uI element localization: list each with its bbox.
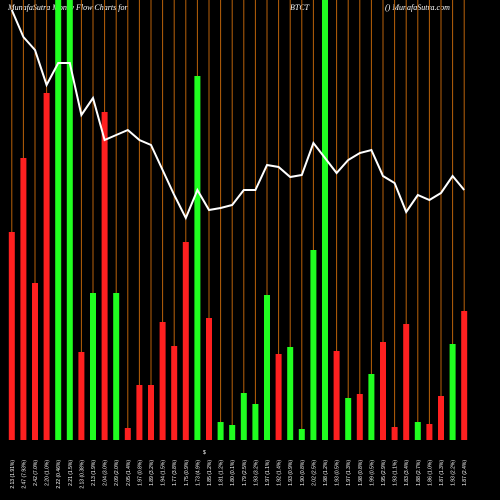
x-tick-label: 1.87 (1.3%) <box>439 460 445 486</box>
x-tick-label: 2.22 (0.46%) <box>56 460 62 489</box>
price-line <box>10 9 465 221</box>
x-tick-label: 1.90 (0.8%) <box>300 460 306 486</box>
bar <box>240 393 247 440</box>
bar <box>333 351 340 440</box>
bar <box>43 93 50 440</box>
x-tick-label: 1.93 (1.1%) <box>393 460 399 486</box>
bar <box>229 425 236 440</box>
x-tick-label: 2.04 (3.0%) <box>103 460 109 486</box>
x-tick-label: 1.89 (3.2%) <box>149 460 155 486</box>
bar <box>171 346 178 440</box>
bar <box>322 0 328 440</box>
x-tick-label: 1.92 (1.4%) <box>277 460 283 486</box>
bar <box>8 232 15 440</box>
x-tick-label: 1.81 (1.2%) <box>219 460 225 486</box>
bar <box>55 0 62 440</box>
x-tick-label: 1.85 (1.2%) <box>207 460 213 486</box>
x-tick-label: 1.94 (1.5%) <box>161 460 167 486</box>
currency: $ <box>203 450 206 456</box>
bar <box>20 158 27 440</box>
bar <box>101 112 108 440</box>
x-tick-label: 1.79 (2.5%) <box>242 460 248 486</box>
x-tick-label: 2.02 (2.5%) <box>311 460 317 486</box>
x-tick-label: 1.88 (2.7%) <box>416 460 422 486</box>
x-tick-label: 1.99 (0.5%) <box>369 460 375 486</box>
x-tick-label: 2.21 (1.5%) <box>68 460 74 486</box>
bar <box>380 342 386 440</box>
bar <box>32 283 38 440</box>
bar <box>414 422 421 440</box>
bar <box>264 295 270 440</box>
bar <box>403 324 410 440</box>
x-tick-label: 2.05 (1.4%) <box>126 460 132 486</box>
bar <box>148 385 154 440</box>
x-tick-label: 2.13 (1.9%) <box>91 460 97 486</box>
x-tick-label: 1.73 (4.9%) <box>195 460 201 486</box>
bar <box>391 427 398 440</box>
bar <box>124 428 131 440</box>
x-tick-label: 1.83 (3.4%) <box>404 460 410 486</box>
x-tick-label: 2.13 (0.38%) <box>79 460 85 489</box>
x-tick-label: 1.77 (3.8%) <box>172 460 178 486</box>
bar <box>206 318 212 440</box>
x-tick-label: 1.80 (0.1%) <box>230 460 236 486</box>
bar <box>217 422 224 440</box>
bar <box>368 374 375 440</box>
x-tick-label: 2.47 (7.93%) <box>21 460 27 489</box>
bar <box>159 322 166 440</box>
bar <box>252 404 259 440</box>
x-tick-label: 2.42 (7.0%) <box>33 460 39 486</box>
bar <box>182 242 189 440</box>
x-tick-label: 1.97 (0.8%) <box>137 460 143 486</box>
bar <box>78 352 85 440</box>
bar <box>298 429 305 440</box>
bar <box>66 0 73 440</box>
bar <box>426 424 433 440</box>
symbol: BTCT <box>290 3 310 12</box>
x-tick-label: 2.13 (1.91%) <box>10 460 16 489</box>
bar <box>438 396 444 440</box>
x-tick-label: 1.87 (2.4%) <box>462 460 468 486</box>
bar <box>194 76 201 440</box>
bar <box>287 347 294 440</box>
x-tick-label: 1.98 (1.2%) <box>323 460 329 486</box>
x-tick-label: 1.95 (2.9%) <box>381 460 387 486</box>
bar <box>275 354 282 440</box>
x-tick-label: 1.93 (3.2%) <box>253 460 259 486</box>
bar <box>136 385 143 440</box>
x-tick-label: 1.97 (1.1%) <box>265 460 271 486</box>
x-tick-label: 1.93 (2.2%) <box>451 460 457 486</box>
x-tick-label: 2.09 (2.0%) <box>114 460 120 486</box>
x-tick-label: 1.86 (1.0%) <box>427 460 433 486</box>
bar <box>310 250 317 440</box>
bar <box>345 398 352 440</box>
bar <box>356 394 363 440</box>
x-tick-label: 1.97 (1.3%) <box>346 460 352 486</box>
bar <box>461 311 468 440</box>
x-tick-label: 1.75 (0.9%) <box>184 460 190 486</box>
bar <box>113 293 120 440</box>
x-tick-label: 1.93 (0.5%) <box>335 460 341 486</box>
x-tick-label: 2.20 (1.0%) <box>45 460 51 486</box>
x-tick-label: 1.98 (0.8%) <box>358 460 364 486</box>
x-tick-label: 1.93 (0.9%) <box>288 460 294 486</box>
bar <box>90 293 96 440</box>
bar <box>449 344 456 440</box>
